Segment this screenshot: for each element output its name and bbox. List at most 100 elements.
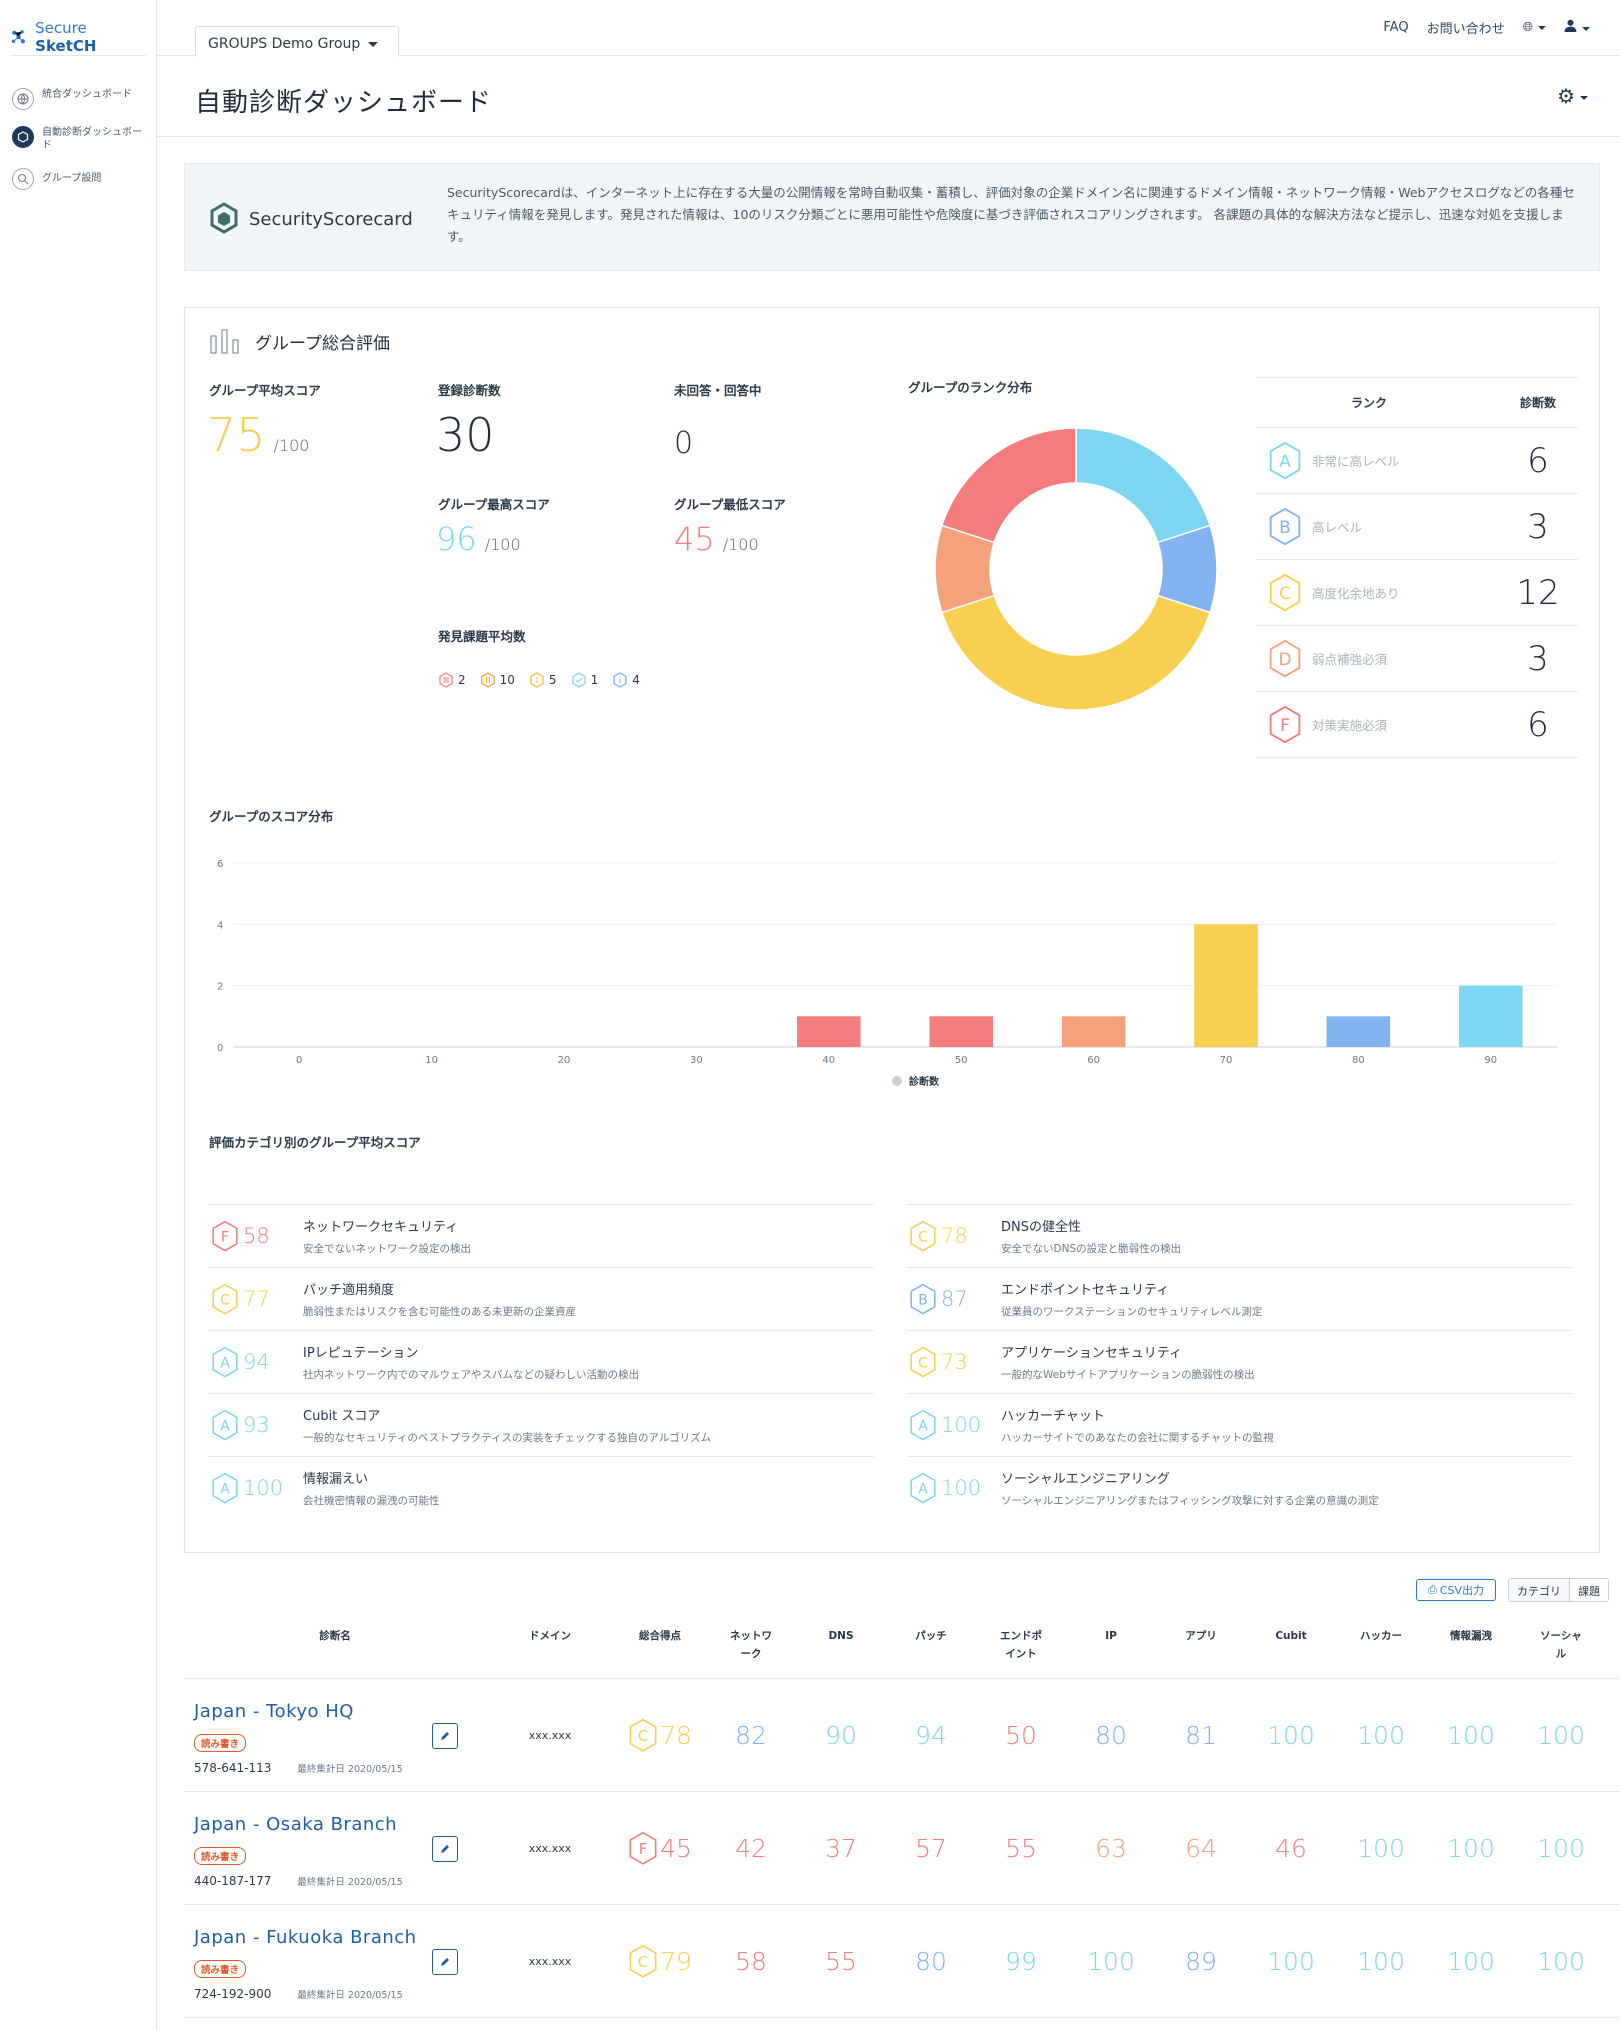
bar[interactable] bbox=[1061, 1016, 1126, 1047]
bar[interactable] bbox=[1459, 985, 1523, 1047]
column-header[interactable]: DNS bbox=[828, 1630, 854, 1642]
contact-link[interactable]: お問い合わせ bbox=[1426, 22, 1505, 37]
y-tick-label: 2 bbox=[217, 982, 223, 993]
column-header[interactable]: ソーシャル bbox=[1540, 1630, 1582, 1660]
sidebar-item-group-questions[interactable]: グループ設問 bbox=[0, 160, 156, 198]
score-cell[interactable]: 100 bbox=[1357, 1720, 1405, 1750]
bar[interactable] bbox=[797, 1016, 861, 1047]
edit-button[interactable] bbox=[432, 1948, 458, 1975]
category-name: ハッカーチャット bbox=[1001, 1409, 1105, 1424]
csv-export-button[interactable]: ⎙ CSV出力 bbox=[1416, 1579, 1496, 1601]
category-row[interactable]: A 100 ハッカーチャット ハッカーサイトでのあなたの会社に関するチャットの監視 bbox=[907, 1393, 1572, 1456]
registered-label: 登録診断数 bbox=[438, 383, 501, 398]
score-cell[interactable]: 100 bbox=[1447, 1946, 1495, 1976]
category-row[interactable]: A 100 ソーシャルエンジニアリング ソーシャルエンジニアリングまたはフィッシング攻… bbox=[907, 1456, 1572, 1519]
column-header[interactable]: エンドポイント bbox=[1000, 1630, 1042, 1660]
score-cell[interactable]: 50 bbox=[1005, 1720, 1037, 1750]
score-cell[interactable]: 58 bbox=[735, 1946, 767, 1976]
score-cell[interactable]: 42 bbox=[735, 1833, 767, 1863]
category-row[interactable]: B 87 エンドポイントセキュリティ 従業員のワークステーションのセキュリティレベル測… bbox=[907, 1267, 1572, 1330]
score-cell[interactable]: 37 bbox=[825, 1833, 857, 1863]
score-cell[interactable]: 100 bbox=[1447, 1720, 1495, 1750]
column-header[interactable]: IP bbox=[1105, 1630, 1117, 1642]
column-header[interactable]: アプリ bbox=[1185, 1630, 1217, 1642]
sidebar-item-auto-dashboard[interactable]: 自動診断ダッシュボード bbox=[0, 118, 156, 160]
column-header[interactable]: 情報漏洩 bbox=[1450, 1630, 1492, 1642]
score-cell[interactable]: 82 bbox=[735, 1720, 767, 1750]
critical-icon bbox=[439, 672, 453, 688]
score-cell[interactable]: 99 bbox=[1005, 1946, 1037, 1976]
svg-text:A: A bbox=[220, 1355, 230, 1371]
bar[interactable] bbox=[1194, 924, 1258, 1047]
category-name: DNSの健全性 bbox=[1001, 1220, 1081, 1235]
column-header[interactable]: ドメイン bbox=[529, 1630, 571, 1642]
assessment-name-link[interactable]: Japan - Osaka Branch bbox=[194, 1813, 398, 1835]
category-row[interactable]: F 58 ネットワークセキュリティ 安全でないネットワーク設定の検出 bbox=[209, 1204, 874, 1267]
sidebar-item-integrated-dashboard[interactable]: 統合ダッシュボード bbox=[0, 80, 156, 118]
bar[interactable] bbox=[1326, 1016, 1391, 1047]
donut-slice-f[interactable] bbox=[940, 427, 1077, 544]
edit-button[interactable] bbox=[432, 1722, 458, 1749]
app-logo[interactable]: Secure SketCH bbox=[10, 0, 146, 56]
score-cell[interactable]: 89 bbox=[1185, 1946, 1217, 1976]
svg-text:D: D bbox=[1278, 649, 1291, 669]
table-row: Japan - Tokyo HQ 読み書き 578-641-113 最終集計日 2… bbox=[184, 1679, 1620, 1792]
score-cell[interactable]: 64 bbox=[1185, 1833, 1217, 1863]
score-cell[interactable]: 81 bbox=[1185, 1720, 1217, 1750]
score-cell[interactable]: 55 bbox=[825, 1946, 857, 1976]
category-row[interactable]: A 93 Cubit スコア 一般的なセキュリティのベストプラクティスの実装をチェック… bbox=[209, 1393, 874, 1456]
category-score-value: 87 bbox=[941, 1287, 968, 1311]
category-desc: 会社機密情報の漏洩の可能性 bbox=[303, 1495, 440, 1507]
results-table-header: 診断名 ドメイン 総合得点 ネットワーク DNS パッチ エンドポイント IP アプリ Cubit… bbox=[184, 1613, 1620, 1679]
rank-c-icon: C bbox=[629, 1718, 657, 1752]
score-cell[interactable]: 100 bbox=[1537, 1946, 1585, 1976]
score-cell[interactable]: 100 bbox=[1537, 1720, 1585, 1750]
column-header[interactable]: Cubit bbox=[1275, 1630, 1307, 1642]
bar[interactable] bbox=[929, 1016, 993, 1047]
donut-slice-c[interactable] bbox=[940, 594, 1212, 711]
score-cell[interactable]: 80 bbox=[915, 1946, 947, 1976]
category-row[interactable]: C 78 DNSの健全性 安全でないDNSの設定と脆弱性の検出 bbox=[907, 1204, 1572, 1267]
category-row[interactable]: A 94 IPレピュテーション 社内ネットワーク内でのマルウェアやスパムなどの疑わしい… bbox=[209, 1330, 874, 1393]
score-cell[interactable]: 100 bbox=[1537, 1833, 1585, 1863]
score-cell[interactable]: 57 bbox=[915, 1833, 947, 1863]
column-header[interactable]: 診断名 bbox=[319, 1630, 351, 1642]
category-row[interactable]: C 73 アプリケーションセキュリティ 一般的なWebサイトアプリケーションの脆弱性の… bbox=[907, 1330, 1572, 1393]
permission-badge: 読み書き bbox=[194, 1846, 247, 1865]
score-cell[interactable]: 55 bbox=[1005, 1833, 1037, 1863]
faq-link[interactable]: FAQ bbox=[1383, 20, 1409, 35]
group-selector[interactable]: GROUPS Demo Group bbox=[195, 26, 399, 57]
issue-high: 10 bbox=[480, 672, 515, 688]
score-cell[interactable]: 46 bbox=[1275, 1833, 1307, 1863]
column-header[interactable]: ハッカー bbox=[1360, 1630, 1402, 1642]
assessment-name-link[interactable]: Japan - Tokyo HQ bbox=[194, 1700, 354, 1722]
score-cell[interactable]: 63 bbox=[1095, 1833, 1127, 1863]
edit-button[interactable] bbox=[432, 1835, 458, 1862]
score-cell[interactable]: 80 bbox=[1095, 1720, 1127, 1750]
settings-menu[interactable]: ⚙ bbox=[1557, 84, 1588, 108]
tab-issue[interactable]: 課題 bbox=[1578, 1585, 1600, 1598]
rank-c-icon: C bbox=[629, 1944, 657, 1978]
column-header[interactable]: パッチ bbox=[915, 1630, 947, 1642]
column-header[interactable]: ネットワーク bbox=[730, 1630, 772, 1660]
donut-slice-a[interactable] bbox=[1075, 427, 1212, 544]
score-cell[interactable]: 90 bbox=[825, 1720, 857, 1750]
assessment-name-link[interactable]: Japan - Fukuoka Branch bbox=[194, 1926, 417, 1948]
tab-category[interactable]: カテゴリ bbox=[1509, 1579, 1570, 1601]
score-cell[interactable]: 100 bbox=[1087, 1946, 1135, 1976]
category-row[interactable]: C 77 パッチ適用頻度 脆弱性またはリスクを含む可能性のある未更新の企業資産 bbox=[209, 1267, 874, 1330]
last-updated: 最終集計日 2020/05/15 bbox=[297, 1989, 403, 2001]
language-menu[interactable]: 🌐︎ bbox=[1523, 20, 1546, 35]
score-cell[interactable]: 100 bbox=[1267, 1946, 1315, 1976]
rank-name: 高レベル bbox=[1312, 520, 1363, 535]
score-cell[interactable]: 100 bbox=[1357, 1946, 1405, 1976]
column-header[interactable]: 総合得点 bbox=[639, 1630, 681, 1642]
score-cell[interactable]: 94 bbox=[915, 1720, 947, 1750]
user-menu[interactable] bbox=[1564, 19, 1590, 36]
securityscorecard-icon bbox=[210, 202, 238, 234]
category-row[interactable]: A 100 情報漏えい 会社機密情報の漏洩の可能性 bbox=[209, 1456, 874, 1519]
score-cell[interactable]: 100 bbox=[1357, 1833, 1405, 1863]
printer-icon: ⎙ bbox=[1427, 1583, 1437, 1596]
score-cell[interactable]: 100 bbox=[1267, 1720, 1315, 1750]
score-cell[interactable]: 100 bbox=[1447, 1833, 1495, 1863]
